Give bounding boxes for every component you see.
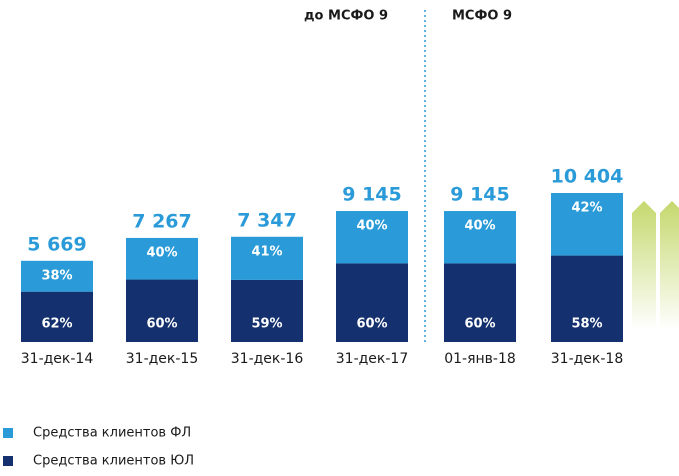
total-label: 7 347 [237,209,297,231]
bar-segment [336,211,408,264]
segment-label: 58% [571,317,602,332]
segment-label: 60% [464,317,495,332]
bar-segment [21,260,93,292]
x-tick-label: 31-дек-15 [126,351,198,367]
segment-label: 59% [251,317,282,332]
annotation: до МСФО 9 [304,9,388,24]
total-label: 7 267 [132,210,192,232]
x-tick-label: 31-дек-16 [231,351,304,367]
annotation: МСФО 9 [452,9,512,24]
x-tick-label: 01-янв-18 [444,351,516,367]
segment-label: 40% [146,245,177,260]
total-label: 10 404 [551,166,624,188]
bar-segment [126,279,198,342]
segment-label: 62% [41,317,72,332]
legend-label: Средства клиентов ЮЛ [33,454,194,469]
bar-segment [444,211,516,264]
segment-label: 42% [571,201,602,216]
bar-segment [21,291,93,342]
legend-swatch [3,456,13,466]
x-tick-label: 31-дек-14 [21,351,94,367]
bar-segment [551,255,623,342]
x-tick-label: 31-дек-17 [336,351,408,367]
decor-arrow [632,201,656,330]
segment-label: 60% [146,317,177,332]
bar-segment [231,279,303,342]
bar-segment [126,237,198,280]
segment-label: 40% [356,219,387,234]
segment-label: 40% [464,219,495,234]
total-label: 9 145 [342,184,402,206]
segment-label: 60% [356,317,387,332]
bar-segment [444,263,516,342]
bar-segment [336,263,408,342]
segment-label: 41% [251,244,282,259]
x-tick-label: 31-дек-18 [551,351,623,367]
bar-segment [231,236,303,280]
bar-segment [551,193,623,256]
total-label: 9 145 [450,184,510,206]
legend-swatch [3,428,13,438]
legend-label: Средства клиентов ФЛ [33,426,191,441]
decor-arrow [660,201,679,330]
segment-label: 38% [41,268,72,283]
total-label: 5 669 [27,233,87,255]
